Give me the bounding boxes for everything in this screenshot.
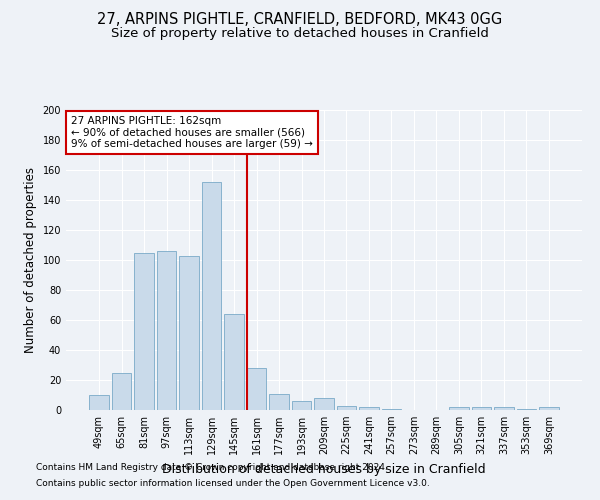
Bar [337,406,356,410]
X-axis label: Distribution of detached houses by size in Cranfield: Distribution of detached houses by size … [162,462,486,475]
Text: 27 ARPINS PIGHTLE: 162sqm
← 90% of detached houses are smaller (566)
9% of semi-: 27 ARPINS PIGHTLE: 162sqm ← 90% of detac… [71,116,313,149]
Y-axis label: Number of detached properties: Number of detached properties [24,167,37,353]
Bar [89,395,109,410]
Bar [517,408,536,410]
Text: Contains public sector information licensed under the Open Government Licence v3: Contains public sector information licen… [36,478,430,488]
Bar [359,407,379,410]
Bar [112,372,131,410]
Bar [224,314,244,410]
Bar [179,256,199,410]
Bar [247,368,266,410]
Text: Size of property relative to detached houses in Cranfield: Size of property relative to detached ho… [111,28,489,40]
Bar [157,251,176,410]
Bar [134,252,154,410]
Bar [539,407,559,410]
Bar [202,182,221,410]
Text: Contains HM Land Registry data © Crown copyright and database right 2024.: Contains HM Land Registry data © Crown c… [36,464,388,472]
Bar [494,407,514,410]
Bar [292,401,311,410]
Bar [314,398,334,410]
Bar [472,407,491,410]
Bar [449,407,469,410]
Text: 27, ARPINS PIGHTLE, CRANFIELD, BEDFORD, MK43 0GG: 27, ARPINS PIGHTLE, CRANFIELD, BEDFORD, … [97,12,503,28]
Bar [382,408,401,410]
Bar [269,394,289,410]
